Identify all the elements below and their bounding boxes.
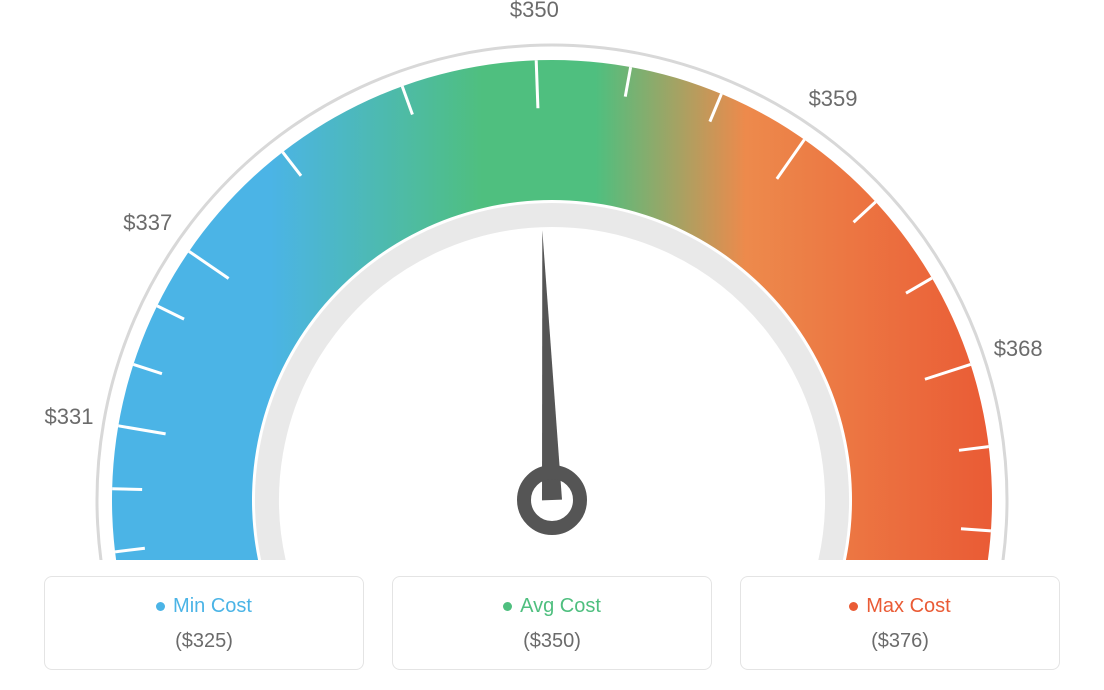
legend-card-avg: Avg Cost ($350)	[392, 576, 712, 670]
legend-dot-min	[156, 602, 165, 611]
legend-title-max: Max Cost	[849, 595, 950, 618]
legend-card-min: Min Cost ($325)	[44, 576, 364, 670]
legend-label-max: Max Cost	[866, 595, 950, 618]
gauge-container: $325$331$337$350$359$368$376	[0, 0, 1104, 560]
gauge-tick-label: $331	[45, 404, 94, 430]
legend-value-avg: ($350)	[403, 630, 701, 653]
legend-row: Min Cost ($325) Avg Cost ($350) Max Cost…	[0, 576, 1104, 670]
gauge-tick-label: $337	[123, 210, 172, 236]
legend-card-max: Max Cost ($376)	[740, 576, 1060, 670]
legend-dot-avg	[503, 602, 512, 611]
legend-value-max: ($376)	[751, 630, 1049, 653]
gauge-svg	[0, 0, 1104, 560]
gauge-tick-label: $368	[994, 336, 1043, 362]
legend-label-min: Min Cost	[173, 595, 252, 618]
legend-title-avg: Avg Cost	[503, 595, 601, 618]
legend-title-min: Min Cost	[156, 595, 252, 618]
gauge-tick-label: $350	[510, 0, 559, 23]
gauge-tick-label: $359	[809, 86, 858, 112]
legend-label-avg: Avg Cost	[520, 595, 601, 618]
legend-dot-max	[849, 602, 858, 611]
legend-value-min: ($325)	[55, 630, 353, 653]
